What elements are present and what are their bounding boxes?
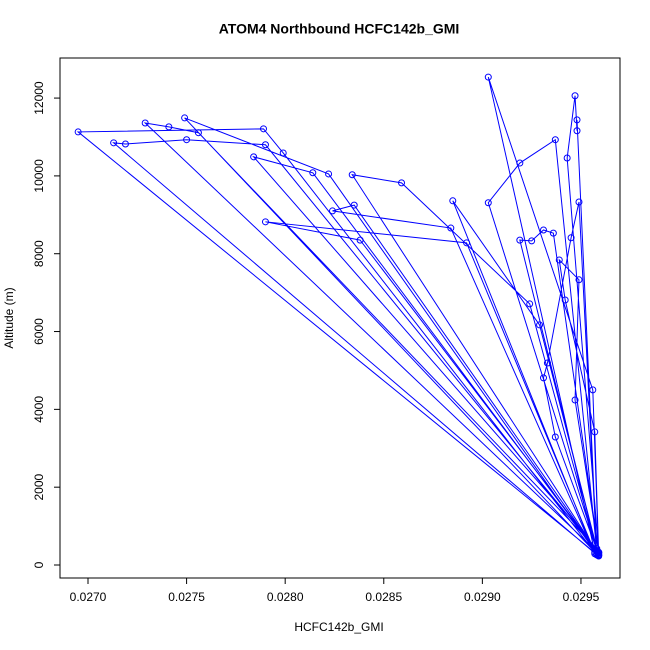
data-point [516,159,524,167]
y-tick-label: 12000 [32,81,46,115]
data-point [543,359,551,367]
data-point [573,127,581,135]
data-point [165,123,173,131]
y-tick-label: 2000 [32,474,46,501]
chart-title: ATOM4 Northbound HCFC142b_GMI [219,21,460,37]
data-point [563,154,571,162]
data-point [261,141,269,149]
data-point [549,229,557,237]
data-point [261,218,269,226]
y-tick-label: 8000 [32,240,46,267]
x-tick-label: 0.0275 [168,590,205,604]
data-point [567,234,575,242]
x-tick-label: 0.0280 [267,590,304,604]
data-point [551,433,559,441]
data-point [516,236,524,244]
data-point [110,139,118,147]
data-point [447,224,455,232]
data-point [561,296,569,304]
y-tick-label: 10000 [32,159,46,193]
data-point [183,136,191,144]
x-tick-label: 0.0270 [70,590,107,604]
data-point [595,551,603,559]
data-point [356,236,364,244]
data-point [121,140,129,148]
y-axis-label: Altitude (m) [2,287,16,348]
x-axis-label: HCFC142b_GMI [294,620,383,634]
data-point [259,125,267,133]
data-point [398,179,406,187]
data-point [595,548,603,556]
data-point [484,73,492,81]
data-point [571,92,579,100]
data-point [528,237,536,245]
data-line [76,76,600,558]
y-tick-label: 0 [32,561,46,568]
data-point [463,239,471,247]
data-point [536,321,544,329]
x-tick-label: 0.0290 [464,590,501,604]
data-point [350,201,358,209]
data-point [539,226,547,234]
y-tick-label: 6000 [32,318,46,345]
data-point [575,198,583,206]
data-point [325,170,333,178]
data-point [593,546,601,554]
data-point [279,149,287,157]
data-point [181,114,189,122]
x-tick-label: 0.0285 [365,590,402,604]
data-point [449,197,457,205]
y-tick-label: 4000 [32,396,46,423]
data-point [589,386,597,394]
data-point [551,136,559,144]
data-point [575,276,583,284]
data-point [194,129,202,137]
data-point [141,119,149,127]
data-point [74,128,82,136]
data-point [539,374,547,382]
data-point [526,300,534,308]
data-point [250,153,258,161]
data-point [484,199,492,207]
data-point [591,428,599,436]
data-point [573,116,581,124]
data-point [309,169,317,177]
plot-frame [59,57,621,579]
data-point [555,256,563,264]
data-point [329,207,337,215]
data-point [571,396,579,404]
x-tick-label: 0.0295 [563,590,600,604]
data-point [348,171,356,179]
